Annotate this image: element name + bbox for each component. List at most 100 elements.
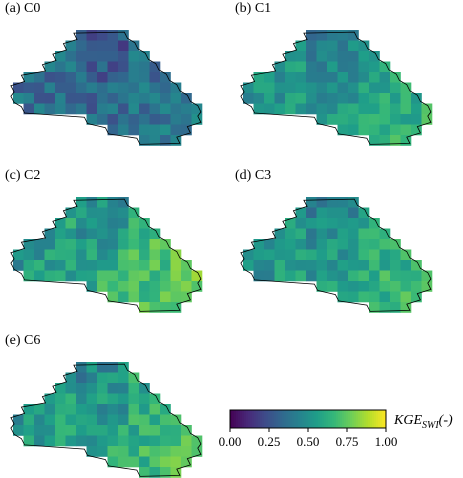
heatmap-cell	[34, 239, 45, 250]
heatmap-cell	[253, 239, 265, 250]
heatmap-cell	[306, 270, 317, 282]
heatmap-cell	[107, 425, 119, 436]
heatmap-cell	[118, 372, 129, 384]
heatmap-cell	[13, 82, 24, 94]
heatmap-cell	[160, 302, 171, 313]
heatmap-cell	[76, 228, 87, 240]
heatmap-cell	[55, 239, 66, 250]
heatmap-cell	[65, 270, 77, 282]
heatmap-cell	[55, 249, 66, 261]
heatmap-cell	[337, 82, 349, 94]
heatmap-cell	[170, 291, 182, 303]
heatmap-cell	[118, 82, 129, 94]
heatmap-cell	[327, 40, 338, 52]
heatmap-cell	[55, 414, 66, 426]
colorbar-segment	[340, 410, 343, 428]
heatmap-cell	[118, 435, 129, 447]
heatmap-cell	[390, 82, 401, 94]
heatmap-cell	[34, 435, 45, 447]
heatmap-cell	[348, 197, 359, 208]
heatmap-cell	[139, 291, 150, 303]
heatmap-cell	[243, 82, 254, 94]
heatmap-cell	[285, 270, 296, 282]
heatmap-cell	[128, 383, 140, 394]
heatmap-cell	[107, 393, 119, 405]
heatmap-cell	[379, 135, 391, 146]
heatmap-cell	[337, 291, 349, 303]
colorbar-segment	[246, 410, 249, 428]
panel-c6: (e) C6	[5, 333, 203, 478]
colorbar-ticks: 0.00 0.25 0.50 0.75 1.00	[219, 428, 397, 449]
heatmap-cell	[44, 239, 56, 250]
heatmap-cell	[65, 383, 77, 394]
heatmap-cell	[128, 260, 140, 271]
colorbar-segment	[346, 410, 349, 428]
heatmap-cell	[295, 82, 307, 94]
heatmap-cell	[128, 414, 140, 426]
heatmap-cell	[139, 228, 150, 240]
heatmap-cell	[97, 30, 108, 41]
heatmap-cell	[65, 249, 77, 261]
heatmap-cell	[160, 281, 171, 292]
heatmap-cell	[316, 249, 328, 261]
heatmap-cell	[139, 103, 150, 115]
heatmap-cell	[149, 72, 161, 83]
heatmap-cell	[337, 207, 349, 219]
heatmap-cell	[358, 228, 370, 240]
heatmap-cell	[411, 260, 422, 271]
heatmap-cell	[316, 51, 328, 62]
heatmap-cell	[181, 103, 192, 115]
heatmap-cell	[65, 260, 77, 271]
heatmap-cell	[181, 435, 192, 447]
colorbar-gradient	[230, 410, 387, 428]
heatmap-cell	[13, 249, 24, 261]
heatmap-cell	[23, 72, 35, 83]
heatmap-cell	[181, 124, 192, 136]
heatmap-cell	[160, 260, 171, 271]
heatmap-cell	[390, 93, 401, 104]
heatmap-cell	[118, 61, 129, 73]
heatmap-cell	[170, 114, 182, 125]
heatmap-cell	[181, 446, 192, 457]
heatmap-cell	[264, 82, 275, 94]
heatmap-cell	[149, 467, 161, 478]
heatmap-cell	[118, 30, 129, 41]
heatmap-cell	[149, 446, 161, 457]
heatmap-cell	[128, 393, 140, 405]
colorbar-segment	[358, 410, 361, 428]
heatmap-cell	[118, 114, 129, 125]
heatmap-cell	[253, 93, 265, 104]
colorbar-segment	[306, 410, 309, 428]
heatmap-cell	[44, 435, 56, 447]
heatmap-cell	[285, 51, 296, 62]
heatmap-cell	[44, 103, 56, 115]
heatmap-cell	[97, 103, 108, 115]
heatmap-cell	[97, 270, 108, 282]
heatmap-cell	[118, 93, 129, 104]
heatmap-cell	[358, 270, 370, 282]
heatmap-cell	[139, 249, 150, 261]
heatmap-cell	[306, 207, 317, 219]
heatmap-cell	[44, 414, 56, 426]
colorbar-tick-label: 0.75	[336, 434, 359, 449]
heatmap-cell	[76, 372, 87, 384]
heatmap-cell	[118, 260, 129, 271]
heatmap-cell	[139, 446, 150, 457]
heatmap-cell	[274, 228, 286, 240]
heatmap-cell	[34, 260, 45, 271]
heatmap-cell	[379, 270, 391, 282]
colorbar-segment	[318, 410, 321, 428]
heatmap-cell	[379, 82, 391, 94]
heatmap-cell	[86, 249, 98, 261]
heatmap-cell	[139, 124, 150, 136]
heatmap-cell	[316, 61, 328, 73]
heatmap-cell	[23, 425, 35, 436]
heatmap-cell	[400, 82, 412, 94]
heatmap-cell	[76, 435, 87, 447]
heatmap-cell	[379, 61, 391, 73]
heatmap-cell	[65, 239, 77, 250]
colorbar-segment	[360, 410, 363, 428]
heatmap-cell	[118, 414, 129, 426]
heatmap-cell	[181, 425, 192, 436]
heatmap-cell	[170, 270, 182, 282]
